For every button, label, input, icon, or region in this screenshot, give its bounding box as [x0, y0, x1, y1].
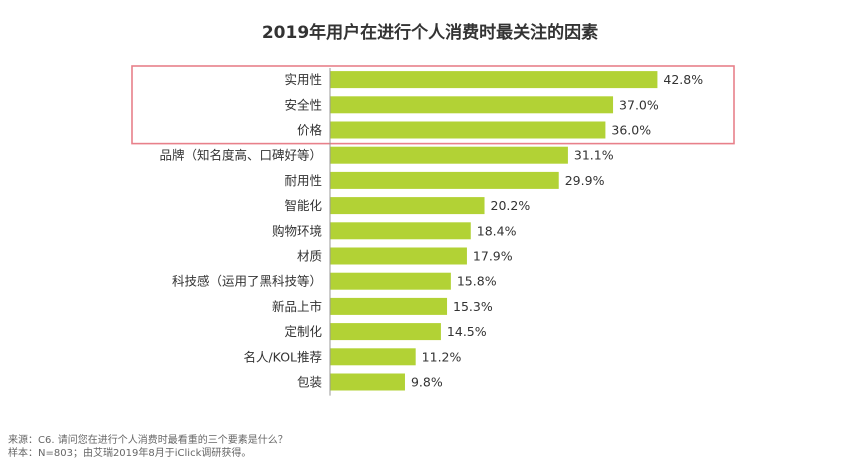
category-label: 价格 — [297, 123, 323, 138]
footer-notes: 来源：C6. 请问您在进行个人消费时最看重的三个要素是什么？ 样本：N=803；… — [8, 434, 288, 460]
bar — [330, 146, 568, 164]
value-label: 20.2% — [491, 198, 531, 213]
category-label: 定制化 — [284, 324, 322, 339]
bar — [330, 171, 559, 189]
bar — [330, 323, 441, 341]
value-label: 37.0% — [619, 97, 659, 112]
bar — [330, 197, 485, 215]
bar — [330, 373, 405, 391]
bars-layer: 实用性 42.8% 安全性 37.0% 价格 36.0% 品牌（知名度高、口碑好等） 31.1… — [131, 65, 735, 396]
category-label: 材质 — [297, 249, 322, 264]
chart-title: 2019年用户在进行个人消费时最关注的因素 — [261, 23, 599, 43]
value-label: 9.8% — [411, 375, 443, 390]
category-label: 名人/KOL推荐 — [243, 349, 322, 364]
value-label: 15.8% — [457, 274, 497, 289]
bar — [330, 71, 658, 89]
highlight-box — [131, 65, 735, 145]
bar — [330, 247, 467, 265]
value-label: 17.9% — [473, 249, 513, 264]
value-label: 36.0% — [611, 123, 651, 138]
value-label: 29.9% — [565, 173, 605, 188]
bar — [330, 272, 451, 290]
bar — [330, 222, 471, 240]
value-label: 18.4% — [477, 223, 517, 238]
category-label: 耐用性 — [284, 173, 322, 188]
bar — [330, 96, 614, 114]
footer-source: 来源：C6. 请问您在进行个人消费时最看重的三个要素是什么？ — [8, 435, 288, 446]
category-label: 科技感（运用了黑科技等） — [172, 274, 322, 289]
category-label: 实用性 — [284, 72, 322, 87]
category-label: 新品上市 — [272, 299, 322, 314]
category-label: 品牌（知名度高、口碑好等） — [159, 148, 322, 163]
value-label: 15.3% — [453, 299, 493, 314]
category-label: 智能化 — [284, 198, 322, 213]
bar — [330, 348, 416, 366]
footer-sample: 样本：N=803；由艾瑞2019年8月于iClick调研获得。 — [8, 448, 252, 459]
category-label: 包装 — [297, 375, 322, 390]
category-label: 安全性 — [284, 97, 322, 112]
value-label: 14.5% — [447, 324, 487, 339]
bar — [330, 297, 448, 315]
value-label: 31.1% — [574, 148, 614, 163]
category-label: 购物环境 — [272, 223, 322, 238]
bar — [330, 121, 606, 139]
value-label: 42.8% — [663, 72, 703, 87]
value-label: 11.2% — [422, 349, 462, 364]
